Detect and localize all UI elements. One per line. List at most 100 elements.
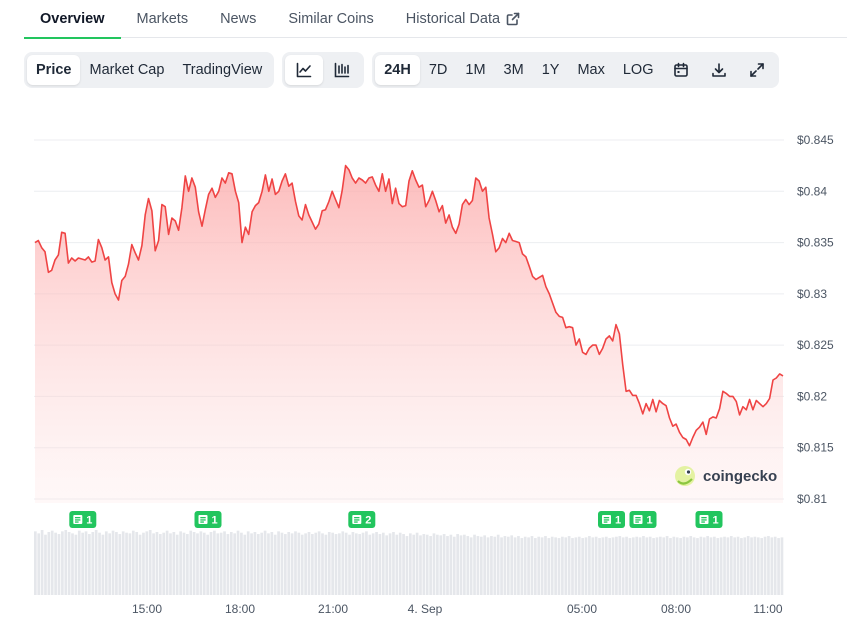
volume-bar: [388, 533, 392, 595]
news-marker[interactable]: 1: [695, 511, 723, 528]
volume-bar: [469, 537, 473, 595]
range-3m-button[interactable]: 3M: [503, 62, 524, 78]
tab-historical-data[interactable]: Historical Data: [390, 0, 536, 38]
range-1m-button[interactable]: 1M: [465, 62, 486, 78]
volume-bar: [773, 536, 777, 595]
volume-bar: [213, 530, 216, 595]
tab-label: Historical Data: [405, 11, 501, 27]
volume-bar: [527, 537, 530, 595]
volume-bar: [392, 532, 395, 595]
volume-bar: [729, 536, 733, 595]
volume-bar: [206, 534, 209, 595]
volume-bar: [449, 534, 453, 595]
volume-bar: [361, 532, 365, 595]
volume-bar: [439, 535, 443, 595]
x-tick-label: 18:00: [225, 602, 255, 616]
volume-bar: [473, 534, 476, 595]
range-1y-button[interactable]: 1Y: [541, 62, 560, 78]
news-markers: 1 1 2 1 1 1: [69, 511, 723, 528]
volume-bar: [243, 534, 247, 595]
volume-bar: [635, 536, 639, 595]
range-24h-button[interactable]: 24H: [375, 55, 420, 85]
volume-bar: [659, 536, 662, 595]
volume-bar: [344, 532, 348, 595]
calendar-button[interactable]: [662, 55, 700, 85]
volume-bar: [702, 537, 706, 595]
volume-bar: [530, 536, 534, 595]
volume-bar: [165, 530, 169, 595]
volume-bar: [699, 536, 703, 595]
market-cap-button[interactable]: Market Cap: [89, 62, 165, 78]
download-button[interactable]: [700, 55, 738, 85]
tab-news[interactable]: News: [204, 0, 272, 38]
news-marker[interactable]: 1: [194, 511, 222, 528]
volume-bar: [98, 532, 101, 595]
news-marker[interactable]: 1: [598, 511, 625, 528]
volume-bar: [145, 531, 149, 595]
tab-similar-coins[interactable]: Similar Coins: [272, 0, 389, 38]
volume-bar: [40, 530, 44, 595]
fullscreen-button[interactable]: [738, 55, 776, 85]
volume-bar: [432, 533, 436, 595]
price-button[interactable]: Price: [27, 55, 81, 85]
news-marker[interactable]: 1: [69, 511, 97, 528]
news-marker[interactable]: 1: [629, 511, 657, 528]
volume-bar: [294, 531, 297, 595]
volume-bar: [486, 537, 490, 595]
volume-bar: [71, 533, 74, 595]
volume-bar: [138, 534, 142, 595]
volume-bar: [94, 530, 98, 595]
volume-bar: [88, 534, 91, 595]
news-marker[interactable]: 2: [348, 511, 376, 528]
log-scale-button[interactable]: LOG: [622, 62, 654, 78]
range-switch: 24H 7D 1M 3M 1Y Max LOG: [372, 52, 780, 88]
volume-bar: [324, 534, 328, 595]
x-tick-label: 11:00: [753, 602, 782, 616]
volume-bar: [196, 533, 199, 595]
volume-bar: [500, 537, 503, 595]
tab-markets[interactable]: Markets: [121, 0, 205, 38]
volume-bar: [209, 532, 213, 595]
volume-bar: [743, 537, 747, 595]
candlestick-chart-button[interactable]: [323, 55, 361, 85]
volume-bar: [689, 536, 693, 595]
x-tick-label: 21:00: [318, 602, 348, 616]
range-7d-button[interactable]: 7D: [428, 62, 448, 78]
volume-bar: [723, 536, 726, 595]
volume-bar: [186, 534, 189, 595]
range-max-button[interactable]: Max: [577, 62, 605, 78]
tradingview-button[interactable]: TradingView: [182, 62, 263, 78]
volume-bar: [152, 533, 155, 595]
volume-bar: [770, 537, 774, 595]
line-chart-button[interactable]: [285, 55, 324, 85]
volume-bar: [189, 530, 193, 595]
volume-bar: [236, 530, 240, 595]
newspaper-icon: [602, 515, 611, 524]
volume-bar: [246, 531, 250, 595]
volume-bar: [233, 533, 236, 595]
volume-bar: [716, 538, 720, 595]
volume-bar: [54, 532, 57, 595]
volume-bar: [216, 533, 220, 595]
volume-bar: [686, 537, 689, 595]
volume-bar: [412, 534, 416, 595]
tab-overview[interactable]: Overview: [24, 0, 121, 39]
volume-bar: [429, 536, 432, 595]
volume-bar: [554, 537, 557, 595]
volume-bar: [436, 534, 439, 595]
volume-bar: [118, 534, 122, 595]
newspaper-icon: [699, 515, 709, 524]
volume-bar: [503, 536, 507, 595]
volume-bar: [307, 532, 311, 595]
volume-bar: [615, 536, 618, 595]
volume-bar: [456, 534, 459, 595]
volume-bar: [604, 536, 608, 595]
volume-bar: [405, 536, 409, 595]
volume-bar: [601, 537, 605, 595]
x-tick-label: 08:00: [661, 602, 691, 616]
volume-bar: [37, 533, 41, 595]
news-count: 1: [712, 515, 718, 527]
volume-bar: [584, 537, 588, 595]
volume-bar: [395, 534, 399, 595]
